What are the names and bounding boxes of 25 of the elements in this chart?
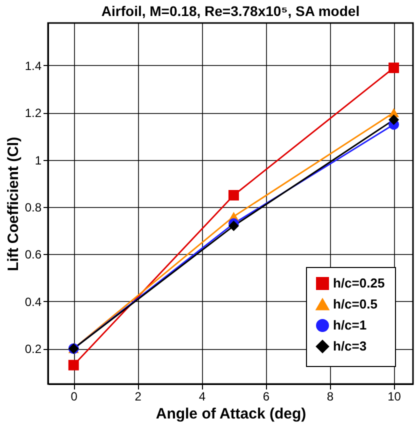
point: [228, 220, 239, 232]
y-tick-label: 0.2: [24, 342, 42, 356]
point: [388, 114, 400, 125]
y-tick-label: 0.6: [24, 248, 42, 262]
y-tick-label: 0.8: [24, 200, 42, 215]
y-tick-label: 1.4: [24, 58, 42, 73]
point: [228, 190, 239, 200]
point: [388, 62, 400, 74]
legend-label: h/c=3: [333, 338, 367, 354]
y-tick-label: 1.2: [24, 106, 42, 120]
point: [68, 360, 79, 370]
y-tick-label: 1: [34, 153, 42, 168]
x-tick-label: 10: [388, 390, 402, 404]
x-tick-label: 6: [262, 390, 270, 404]
x-tick-label: 2: [134, 390, 142, 404]
x-tick-label: 8: [326, 390, 334, 404]
legend-label: h/c=0.5: [333, 296, 378, 312]
chart-title: Airfoil, M=0.18, Re=3.78x10⁵, SA model: [101, 3, 360, 19]
legend-label: h/c=1: [333, 318, 367, 332]
y-tick-label: 0.4: [24, 294, 42, 309]
x-axis-title: Angle of Attack (deg): [156, 406, 306, 422]
x-tick-label: 0: [70, 390, 78, 404]
x-tick-label: 4: [198, 390, 206, 404]
legend-label: h/c=0.25: [333, 276, 385, 290]
y-axis-title: Lift Coefficient (Cl): [4, 136, 22, 272]
